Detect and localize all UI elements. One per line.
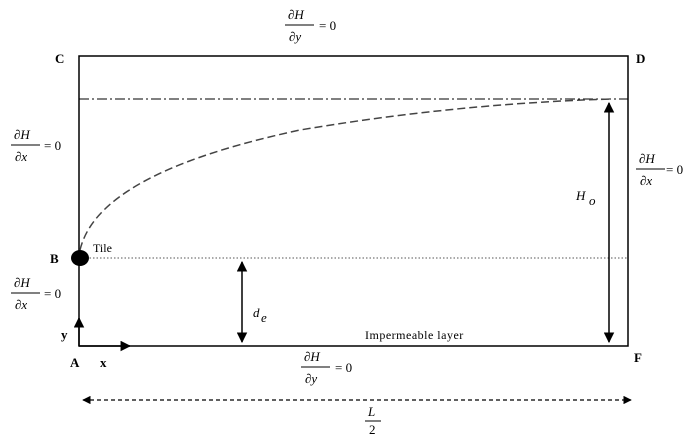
bc-right-equals: = 0	[666, 162, 683, 177]
bc-left-lower-numerator: ∂H	[14, 275, 30, 290]
bc-top: ∂H ∂y = 0	[285, 7, 336, 44]
x-axis-label: x	[100, 355, 107, 370]
bc-bottom-denominator: ∂y	[305, 371, 317, 386]
tile-label: Tile	[93, 241, 112, 255]
bc-top-numerator: ∂H	[288, 7, 304, 22]
bc-bottom-equals: = 0	[335, 360, 352, 375]
bc-left-upper-equals: = 0	[44, 138, 61, 153]
half-length-numerator: L	[367, 404, 375, 419]
domain-boundary	[78, 55, 629, 347]
point-label-b: B	[50, 251, 59, 266]
bc-left-lower: ∂H ∂x = 0	[11, 275, 61, 312]
bc-bottom-numerator: ∂H	[304, 349, 320, 364]
bc-left-upper-denominator: ∂x	[15, 149, 27, 164]
point-label-a: A	[70, 355, 80, 370]
bc-left-upper-numerator: ∂H	[14, 127, 30, 142]
half-length-denominator: 2	[369, 422, 376, 436]
bc-left-lower-equals: = 0	[44, 286, 61, 301]
head-label: H	[575, 188, 586, 203]
impermeable-layer-label: Impermeable layer	[365, 328, 464, 342]
bc-top-equals: = 0	[319, 18, 336, 33]
bc-left-lower-denominator: ∂x	[15, 297, 27, 312]
head-label-subscript: o	[589, 193, 596, 208]
point-label-d: D	[636, 51, 645, 66]
water-table-curve	[79, 98, 613, 251]
bc-right-denominator: ∂x	[640, 173, 652, 188]
bc-left-upper: ∂H ∂x = 0	[11, 127, 61, 164]
bc-right: ∂H ∂x = 0	[636, 151, 683, 188]
point-label-f: F	[634, 350, 642, 365]
depth-label: d	[253, 305, 260, 320]
point-label-c: C	[55, 51, 64, 66]
bc-top-denominator: ∂y	[289, 29, 301, 44]
y-axis-label: y	[61, 327, 68, 342]
depth-label-subscript: e	[261, 310, 267, 325]
bc-right-numerator: ∂H	[639, 151, 655, 166]
bc-bottom: ∂H ∂y = 0	[301, 349, 352, 386]
tile-drain	[71, 250, 89, 266]
